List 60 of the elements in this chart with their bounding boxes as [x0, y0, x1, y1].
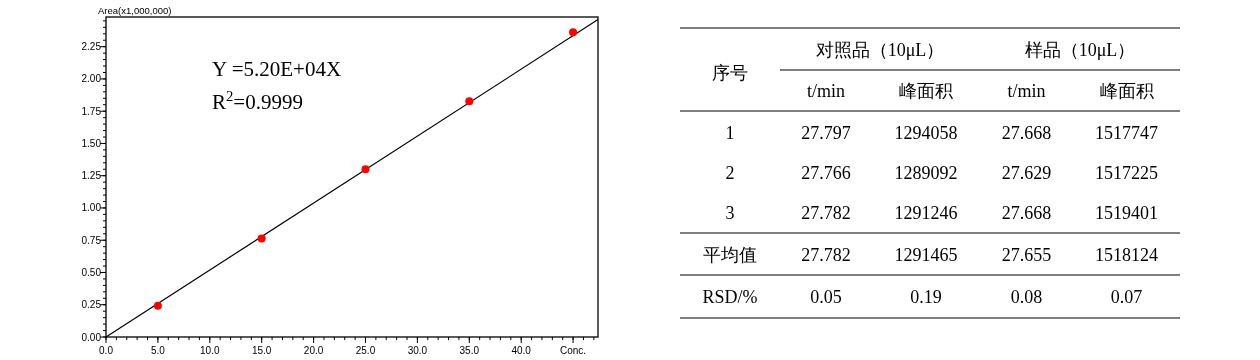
- text: 峰面积: [1099, 81, 1154, 101]
- text: 1294058: [894, 123, 958, 143]
- y-axis-title: Area(x1,000,000): [98, 5, 172, 16]
- y-tick-label: 1.75: [81, 105, 102, 117]
- point: [361, 165, 370, 174]
- x-tick-label: 5.0: [150, 345, 166, 356]
- text: 27.668: [1001, 123, 1052, 143]
- text: 27.797: [801, 123, 851, 143]
- x-tick-label: 0.0: [99, 345, 114, 356]
- x-tick-label: 30.0: [407, 345, 428, 356]
- y-tick-label: 1.25: [81, 170, 102, 182]
- text: 3: [725, 203, 735, 223]
- text: 1291246: [894, 203, 958, 223]
- text: t/min: [806, 81, 846, 101]
- text: t/min: [1007, 81, 1046, 101]
- text: 27.766: [801, 163, 851, 183]
- y-tick-label: 1.50: [81, 137, 102, 149]
- x-tick-label: Conc.: [560, 345, 587, 356]
- text: 1518124: [1095, 245, 1158, 265]
- x-tick-label: 15.0: [251, 345, 272, 356]
- x-tick-label: 25.0: [355, 345, 376, 356]
- y-tick-label: 0.75: [81, 234, 102, 246]
- x-tick-label: 10.0: [200, 345, 220, 356]
- text: 1519401: [1095, 203, 1158, 223]
- text: 27.668: [1001, 203, 1052, 223]
- annotation: R$^{2}$=0.9999: [212, 88, 303, 114]
- text: 对照品（10μL）: [815, 40, 945, 60]
- text: 27.782: [801, 245, 851, 265]
- text: 序号: [712, 63, 748, 83]
- x-tick-label: 20.0: [303, 345, 324, 356]
- x-tick-label: 35.0: [459, 345, 480, 356]
- text: 2: [725, 163, 735, 183]
- text: RSD/%: [702, 287, 758, 307]
- text: 样品（10μL）: [1024, 40, 1136, 60]
- annotation: Y =5.20E+04X: [212, 57, 342, 81]
- y-tick-label: 0.25: [81, 299, 102, 311]
- text: 27.629: [1001, 163, 1052, 183]
- text: 1517747: [1095, 123, 1158, 143]
- y-tick-label: 0.00: [81, 331, 102, 343]
- text: 平均值: [703, 245, 757, 265]
- text: 0.19: [910, 287, 942, 307]
- point: [257, 234, 266, 243]
- y-tick-label: 0.50: [81, 266, 102, 278]
- text: 0.08: [1010, 287, 1043, 307]
- point: [569, 28, 578, 37]
- y-tick-label: 2.25: [81, 41, 102, 53]
- point: [465, 97, 474, 106]
- text: 1289092: [894, 163, 958, 183]
- text: 1: [725, 123, 735, 143]
- text: 1517225: [1095, 163, 1158, 183]
- text: 0.05: [810, 287, 842, 307]
- y-tick-label: 1.00: [81, 202, 102, 214]
- text: 1291465: [894, 245, 958, 265]
- text: 峰面积: [899, 81, 953, 101]
- point: [153, 301, 162, 310]
- text: 27.655: [1001, 245, 1052, 265]
- text: 27.782: [801, 203, 851, 223]
- x-tick-label: 40.0: [511, 345, 532, 356]
- y-tick-label: 2.00: [81, 73, 102, 85]
- text: 0.07: [1110, 287, 1143, 307]
